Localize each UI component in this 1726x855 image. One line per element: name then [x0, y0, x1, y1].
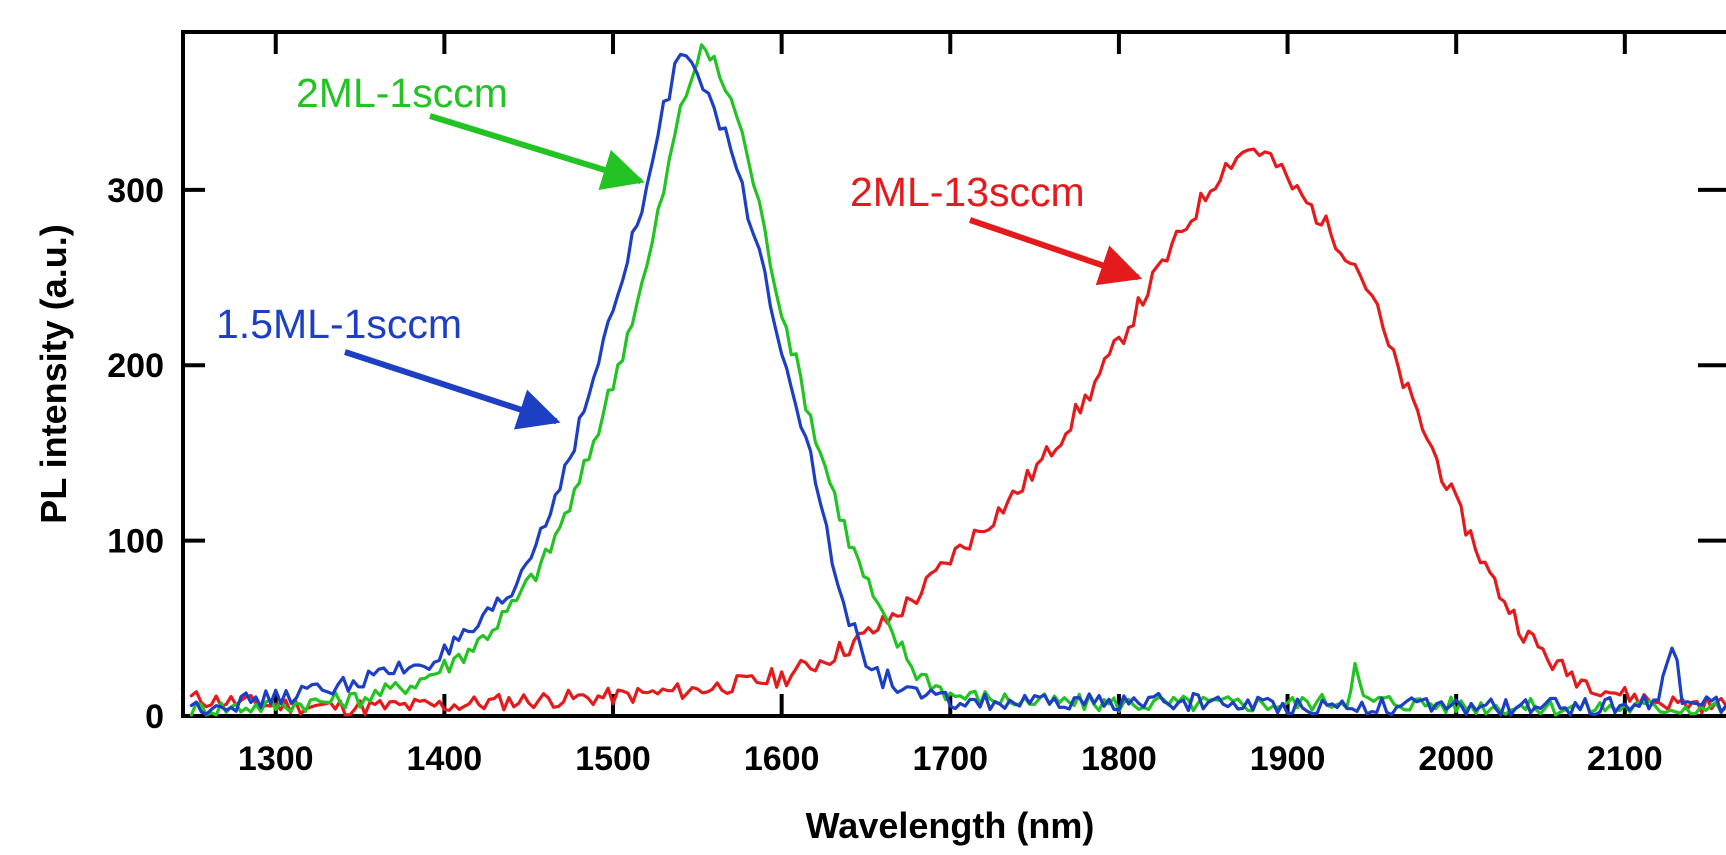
annotation-label: 2ML-13sccm	[850, 169, 1085, 215]
x-axis-ticks: 1300 1400 1500 1600 1700 1800 1900 2000 2100	[238, 32, 1663, 778]
series-layer	[189, 43, 1726, 717]
x-tick-label: 2000	[1418, 740, 1494, 778]
x-tick-label: 1800	[1081, 740, 1157, 778]
x-tick-label: 1600	[744, 740, 820, 778]
annotation-label: 2ML-1sccm	[296, 70, 508, 116]
x-tick-label: 1700	[912, 740, 988, 778]
series-line-2ml-13sccm	[189, 147, 1726, 717]
x-tick-label: 1900	[1250, 740, 1326, 778]
annotation-arrow	[969, 217, 1143, 286]
x-tick-label: 1400	[407, 740, 483, 778]
plot-frame	[181, 30, 1726, 718]
x-tick-label: 2100	[1587, 740, 1663, 778]
y-tick-label: 200	[107, 347, 164, 385]
x-axis-title: Wavelength (nm)	[806, 805, 1095, 846]
y-tick-label: 300	[107, 172, 164, 210]
x-tick-label: 1300	[238, 740, 314, 778]
y-axis-ticks: 0 100 200 300	[107, 172, 1726, 736]
y-tick-label: 100	[107, 523, 164, 561]
annotation-arrow	[429, 113, 645, 190]
x-tick-label: 1500	[575, 740, 651, 778]
annotation-arrow	[344, 349, 561, 430]
annotation-label: 1.5ML-1sccm	[216, 301, 462, 347]
annotation-layer: 2ML-1sccm 2ML-13sccm 1.5ML-1sccm	[216, 70, 1143, 430]
y-tick-label: 0	[145, 698, 164, 736]
y-axis-title: PL intensity (a.u.)	[33, 224, 74, 523]
series-line-1-5ml-1sccm	[189, 52, 1726, 717]
